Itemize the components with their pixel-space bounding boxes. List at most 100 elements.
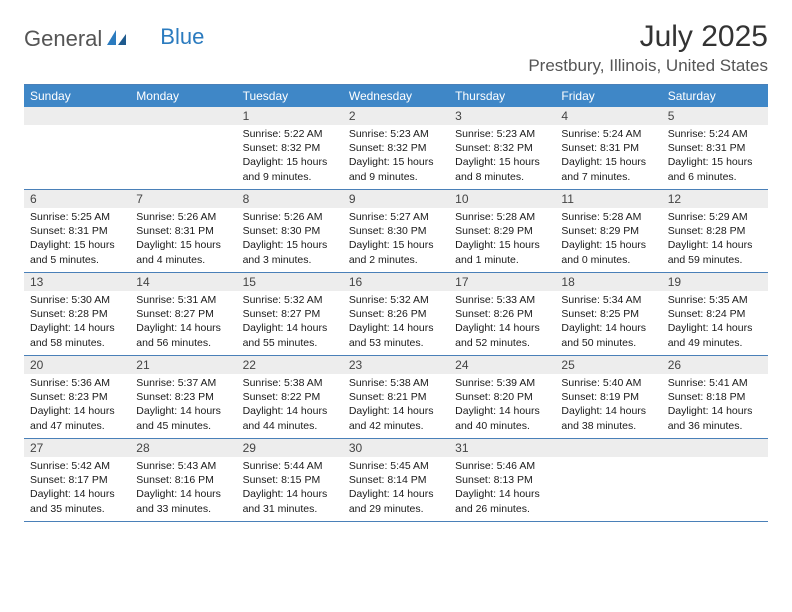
sunrise-text: Sunrise: 5:24 AM	[561, 127, 655, 141]
day-number: 12	[662, 190, 768, 208]
sunrise-text: Sunrise: 5:23 AM	[455, 127, 549, 141]
sunrise-text: Sunrise: 5:32 AM	[243, 293, 337, 307]
calendar-cell: 12Sunrise: 5:29 AMSunset: 8:28 PMDayligh…	[662, 190, 768, 272]
header: General Blue July 2025 Prestbury, Illino…	[24, 20, 768, 76]
sunrise-text: Sunrise: 5:24 AM	[668, 127, 762, 141]
cell-body	[555, 457, 661, 463]
sunrise-text: Sunrise: 5:46 AM	[455, 459, 549, 473]
daylight-text: Daylight: 15 hours and 0 minutes.	[561, 238, 655, 266]
sunrise-text: Sunrise: 5:39 AM	[455, 376, 549, 390]
sunrise-text: Sunrise: 5:32 AM	[349, 293, 443, 307]
calendar-cell: 28Sunrise: 5:43 AMSunset: 8:16 PMDayligh…	[130, 439, 236, 521]
daylight-text: Daylight: 14 hours and 50 minutes.	[561, 321, 655, 349]
sunrise-text: Sunrise: 5:22 AM	[243, 127, 337, 141]
cell-body: Sunrise: 5:39 AMSunset: 8:20 PMDaylight:…	[449, 374, 555, 437]
calendar-cell: 8Sunrise: 5:26 AMSunset: 8:30 PMDaylight…	[237, 190, 343, 272]
calendar-cell: 16Sunrise: 5:32 AMSunset: 8:26 PMDayligh…	[343, 273, 449, 355]
sunset-text: Sunset: 8:16 PM	[136, 473, 230, 487]
daylight-text: Daylight: 14 hours and 26 minutes.	[455, 487, 549, 515]
sunrise-text: Sunrise: 5:38 AM	[243, 376, 337, 390]
sunrise-text: Sunrise: 5:29 AM	[668, 210, 762, 224]
calendar-cell: 29Sunrise: 5:44 AMSunset: 8:15 PMDayligh…	[237, 439, 343, 521]
logo: General Blue	[24, 26, 204, 52]
calendar-cell: 9Sunrise: 5:27 AMSunset: 8:30 PMDaylight…	[343, 190, 449, 272]
calendar-cell: 31Sunrise: 5:46 AMSunset: 8:13 PMDayligh…	[449, 439, 555, 521]
sunset-text: Sunset: 8:17 PM	[30, 473, 124, 487]
sunset-text: Sunset: 8:31 PM	[30, 224, 124, 238]
sunset-text: Sunset: 8:32 PM	[243, 141, 337, 155]
daylight-text: Daylight: 14 hours and 29 minutes.	[349, 487, 443, 515]
cell-body: Sunrise: 5:23 AMSunset: 8:32 PMDaylight:…	[449, 125, 555, 188]
calendar-cell: 26Sunrise: 5:41 AMSunset: 8:18 PMDayligh…	[662, 356, 768, 438]
sunrise-text: Sunrise: 5:34 AM	[561, 293, 655, 307]
daylight-text: Daylight: 14 hours and 59 minutes.	[668, 238, 762, 266]
cell-body: Sunrise: 5:41 AMSunset: 8:18 PMDaylight:…	[662, 374, 768, 437]
daylight-text: Daylight: 14 hours and 36 minutes.	[668, 404, 762, 432]
day-number	[555, 439, 661, 457]
sunrise-text: Sunrise: 5:30 AM	[30, 293, 124, 307]
sunset-text: Sunset: 8:23 PM	[136, 390, 230, 404]
calendar-cell: 10Sunrise: 5:28 AMSunset: 8:29 PMDayligh…	[449, 190, 555, 272]
day-header: Wednesday	[343, 85, 449, 107]
day-number: 13	[24, 273, 130, 291]
sunrise-text: Sunrise: 5:28 AM	[455, 210, 549, 224]
day-number: 10	[449, 190, 555, 208]
cell-body	[24, 125, 130, 131]
cell-body: Sunrise: 5:36 AMSunset: 8:23 PMDaylight:…	[24, 374, 130, 437]
sunset-text: Sunset: 8:27 PM	[136, 307, 230, 321]
calendar-cell: 21Sunrise: 5:37 AMSunset: 8:23 PMDayligh…	[130, 356, 236, 438]
day-number: 16	[343, 273, 449, 291]
daylight-text: Daylight: 14 hours and 31 minutes.	[243, 487, 337, 515]
sunset-text: Sunset: 8:25 PM	[561, 307, 655, 321]
day-header: Friday	[555, 85, 661, 107]
day-number: 3	[449, 107, 555, 125]
day-number: 21	[130, 356, 236, 374]
day-number: 17	[449, 273, 555, 291]
cell-body: Sunrise: 5:40 AMSunset: 8:19 PMDaylight:…	[555, 374, 661, 437]
day-number: 6	[24, 190, 130, 208]
calendar-cell: 20Sunrise: 5:36 AMSunset: 8:23 PMDayligh…	[24, 356, 130, 438]
daylight-text: Daylight: 15 hours and 4 minutes.	[136, 238, 230, 266]
day-header: Tuesday	[237, 85, 343, 107]
sunrise-text: Sunrise: 5:31 AM	[136, 293, 230, 307]
calendar-cell: 18Sunrise: 5:34 AMSunset: 8:25 PMDayligh…	[555, 273, 661, 355]
day-number: 22	[237, 356, 343, 374]
sunrise-text: Sunrise: 5:27 AM	[349, 210, 443, 224]
sunrise-text: Sunrise: 5:28 AM	[561, 210, 655, 224]
daylight-text: Daylight: 14 hours and 44 minutes.	[243, 404, 337, 432]
sunset-text: Sunset: 8:22 PM	[243, 390, 337, 404]
day-number: 20	[24, 356, 130, 374]
daylight-text: Daylight: 14 hours and 58 minutes.	[30, 321, 124, 349]
daylight-text: Daylight: 14 hours and 38 minutes.	[561, 404, 655, 432]
calendar-cell: 27Sunrise: 5:42 AMSunset: 8:17 PMDayligh…	[24, 439, 130, 521]
daylight-text: Daylight: 15 hours and 3 minutes.	[243, 238, 337, 266]
calendar-cell	[555, 439, 661, 521]
calendar-week: 1 Sunrise: 5:22 AMSunset: 8:32 PM Daylight…	[24, 107, 768, 190]
day-number: 4	[555, 107, 661, 125]
calendar-week: 6Sunrise: 5:25 AMSunset: 8:31 PMDaylight…	[24, 190, 768, 273]
cell-body: Sunrise: 5:43 AMSunset: 8:16 PMDaylight:…	[130, 457, 236, 520]
daylight-text: Daylight: 15 hours and 6 minutes.	[668, 155, 762, 183]
sunset-text: Sunset: 8:24 PM	[668, 307, 762, 321]
daylight-text: Daylight: 14 hours and 52 minutes.	[455, 321, 549, 349]
cell-body: Sunrise: 5:35 AMSunset: 8:24 PMDaylight:…	[662, 291, 768, 354]
cell-body: Sunrise: 5:24 AMSunset: 8:31 PMDaylight:…	[555, 125, 661, 188]
cell-body: Sunrise: 5:26 AMSunset: 8:31 PMDaylight:…	[130, 208, 236, 271]
day-number: 30	[343, 439, 449, 457]
day-number: 27	[24, 439, 130, 457]
calendar-cell: 13Sunrise: 5:30 AMSunset: 8:28 PMDayligh…	[24, 273, 130, 355]
sunrise-text: Sunrise: 5:25 AM	[30, 210, 124, 224]
day-number: 7	[130, 190, 236, 208]
sunset-text: Sunset: 8:26 PM	[455, 307, 549, 321]
day-header: Sunday	[24, 85, 130, 107]
day-number: 1	[237, 107, 343, 125]
logo-text-general: General	[24, 26, 102, 52]
sunrise-text: Sunrise: 5:35 AM	[668, 293, 762, 307]
daylight-text: Daylight: 14 hours and 35 minutes.	[30, 487, 124, 515]
daylight-text: Daylight: 14 hours and 45 minutes.	[136, 404, 230, 432]
day-number: 26	[662, 356, 768, 374]
cell-body: Sunrise: 5:30 AMSunset: 8:28 PMDaylight:…	[24, 291, 130, 354]
calendar-cell: 11Sunrise: 5:28 AMSunset: 8:29 PMDayligh…	[555, 190, 661, 272]
sunset-text: Sunset: 8:29 PM	[455, 224, 549, 238]
sunset-text: Sunset: 8:31 PM	[136, 224, 230, 238]
